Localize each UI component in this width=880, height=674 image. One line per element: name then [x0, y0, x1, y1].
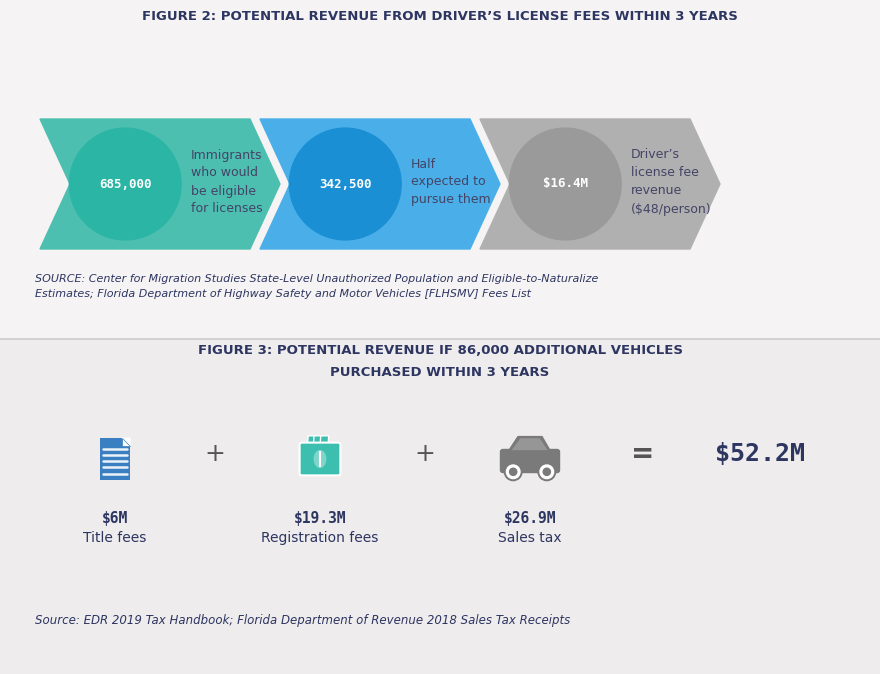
- Text: Title fees: Title fees: [84, 531, 147, 545]
- Polygon shape: [480, 119, 720, 249]
- Text: $26.9M: $26.9M: [503, 511, 556, 526]
- Circle shape: [290, 128, 401, 240]
- Polygon shape: [260, 119, 500, 249]
- FancyBboxPatch shape: [500, 449, 561, 473]
- Circle shape: [510, 468, 517, 475]
- Polygon shape: [313, 436, 322, 447]
- Text: $19.3M: $19.3M: [294, 511, 346, 526]
- Polygon shape: [511, 438, 547, 450]
- FancyBboxPatch shape: [99, 438, 130, 480]
- Text: Source: EDR 2019 Tax Handbook; Florida Department of Revenue 2018 Sales Tax Rece: Source: EDR 2019 Tax Handbook; Florida D…: [35, 614, 570, 627]
- Text: +: +: [414, 442, 436, 466]
- Polygon shape: [307, 436, 316, 447]
- Circle shape: [540, 465, 554, 479]
- Text: Sales tax: Sales tax: [498, 531, 561, 545]
- Text: 342,500: 342,500: [319, 177, 371, 191]
- Circle shape: [538, 463, 555, 481]
- Text: Driver’s
license fee
revenue
($48/person): Driver’s license fee revenue ($48/person…: [631, 148, 712, 216]
- Text: $16.4M: $16.4M: [543, 177, 588, 191]
- Ellipse shape: [313, 450, 326, 468]
- Polygon shape: [508, 437, 551, 452]
- Circle shape: [543, 468, 550, 475]
- Text: Immigrants
who would
be eligible
for licenses: Immigrants who would be eligible for lic…: [191, 148, 263, 216]
- Text: +: +: [204, 442, 225, 466]
- Text: FIGURE 2: POTENTIAL REVENUE FROM DRIVER’S LICENSE FEES WITHIN 3 YEARS: FIGURE 2: POTENTIAL REVENUE FROM DRIVER’…: [142, 10, 738, 23]
- Text: $6M: $6M: [102, 511, 128, 526]
- Text: 685,000: 685,000: [99, 177, 151, 191]
- Circle shape: [510, 128, 621, 240]
- FancyBboxPatch shape: [0, 339, 880, 674]
- Circle shape: [506, 465, 520, 479]
- Polygon shape: [320, 436, 329, 447]
- Text: Registration fees: Registration fees: [261, 531, 378, 545]
- Polygon shape: [122, 438, 130, 446]
- Text: FIGURE 3: POTENTIAL REVENUE IF 86,000 ADDITIONAL VEHICLES: FIGURE 3: POTENTIAL REVENUE IF 86,000 AD…: [197, 344, 683, 357]
- Text: SOURCE: Center for Migration Studies State-Level Unauthorized Population and Eli: SOURCE: Center for Migration Studies Sta…: [35, 274, 598, 299]
- Text: =: =: [631, 440, 655, 468]
- Circle shape: [504, 463, 522, 481]
- Text: Half
expected to
pursue them: Half expected to pursue them: [411, 158, 491, 206]
- FancyBboxPatch shape: [299, 443, 341, 475]
- Polygon shape: [40, 119, 280, 249]
- Text: $52.2M: $52.2M: [715, 442, 805, 466]
- Text: PURCHASED WITHIN 3 YEARS: PURCHASED WITHIN 3 YEARS: [330, 366, 550, 379]
- Polygon shape: [122, 438, 130, 446]
- Circle shape: [70, 128, 181, 240]
